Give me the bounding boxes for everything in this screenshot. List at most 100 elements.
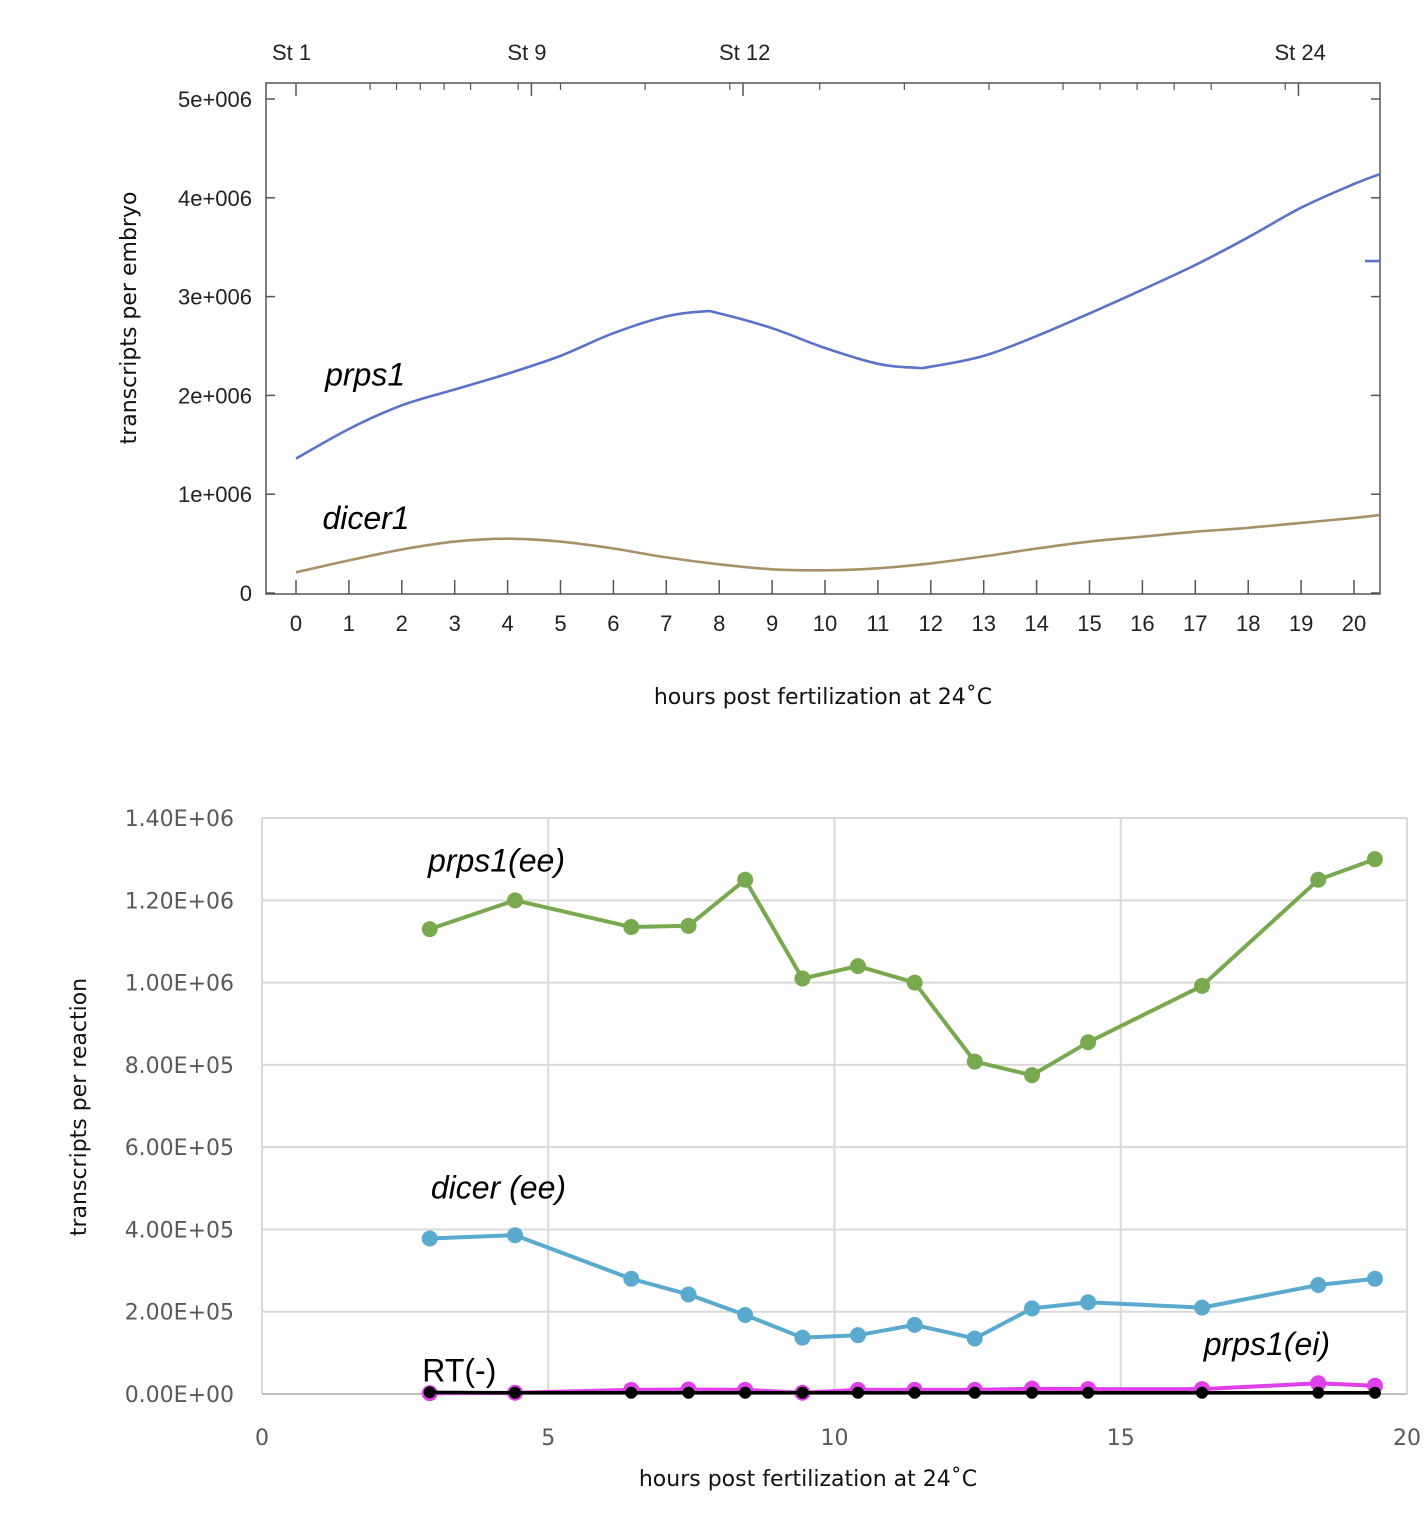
- top-y-axis-title: transcripts per embryo: [117, 192, 142, 445]
- y-tick-label: 0.00E+00: [125, 1383, 234, 1408]
- y-tick-label: 8.00E+05: [125, 1054, 234, 1079]
- x-tick-label: 20: [1393, 1426, 1421, 1451]
- y-tick-label: 1.00E+06: [125, 972, 234, 997]
- y-tick-label: 1.20E+06: [125, 889, 234, 914]
- y-tick-label: 1e+006: [178, 482, 252, 507]
- x-tick-label: 7: [660, 611, 672, 636]
- stage-label: St 12: [719, 40, 770, 65]
- y-tick-label: 2e+006: [178, 383, 252, 408]
- x-tick-label: 20: [1342, 611, 1366, 636]
- y-tick-label: 2.00E+05: [125, 1301, 234, 1326]
- x-tick-label: 19: [1289, 611, 1313, 636]
- series-line-dicer1: [295, 513, 1381, 574]
- data-point-prps1-ee: [623, 919, 640, 936]
- data-point-dicer-ee: [507, 1227, 524, 1244]
- x-tick-label: 10: [821, 1426, 849, 1451]
- bottom-chart: 0.00E+00 2.00E+05 4.00E+05 6.00E+05 8.00E+05…: [67, 807, 1421, 1492]
- data-point-rt: [1082, 1386, 1095, 1399]
- x-tick-label: 17: [1183, 611, 1207, 636]
- x-tick-label: 9: [766, 611, 778, 636]
- bottom-y-axis-title: transcripts per reaction: [67, 978, 92, 1236]
- data-point-rt: [1312, 1386, 1325, 1399]
- data-point-prps1-ee: [737, 871, 754, 888]
- stage-label: St 9: [507, 40, 546, 65]
- data-point-prps1-ee: [507, 892, 524, 909]
- data-point-dicer-ee: [623, 1270, 640, 1287]
- data-point-dicer-ee: [737, 1307, 754, 1324]
- y-tick-label: 0: [240, 581, 252, 606]
- data-point-dicer-ee: [1366, 1270, 1383, 1287]
- series-annotation: dicer (ee): [431, 1170, 566, 1206]
- bottom-grid: [261, 817, 1408, 1395]
- x-tick-label: 15: [1077, 611, 1101, 636]
- y-tick-label: 3e+006: [178, 285, 252, 310]
- series-line-prps1-ei: [429, 1381, 1375, 1396]
- data-point-dicer-ee: [1194, 1299, 1211, 1316]
- x-tick-label: 1: [343, 611, 355, 636]
- data-point-dicer-ee: [1024, 1300, 1041, 1317]
- series-line-dicer-ee: [429, 1233, 1376, 1341]
- bottom-series: [421, 851, 1383, 1402]
- x-tick-label: 8: [713, 611, 725, 636]
- data-point-prps1-ee: [906, 974, 923, 991]
- x-tick-label: 10: [813, 611, 837, 636]
- x-tick-label: 2: [396, 611, 408, 636]
- x-tick-label: 0: [290, 611, 302, 636]
- data-point-dicer-ee: [906, 1316, 923, 1333]
- data-point-dicer-ee: [1310, 1276, 1327, 1293]
- data-point-prps1-ee: [1194, 977, 1211, 994]
- x-tick-label: 18: [1236, 611, 1260, 636]
- data-point-rt: [739, 1386, 752, 1399]
- data-point-rt: [423, 1386, 436, 1399]
- x-tick-label: 15: [1107, 1426, 1135, 1451]
- bottom-y-axis: 0.00E+00 2.00E+05 4.00E+05 6.00E+05 8.00E+05…: [125, 807, 234, 1408]
- x-tick-label: 5: [541, 1426, 555, 1451]
- stage-label: St 24: [1274, 40, 1325, 65]
- top-x-axis-title: hours post fertilization at 24˚C: [654, 685, 992, 710]
- data-point-prps1-ee: [1024, 1067, 1041, 1084]
- y-tick-label: 4.00E+05: [125, 1218, 234, 1243]
- data-point-dicer-ee: [849, 1327, 866, 1344]
- data-point-prps1-ee: [1366, 851, 1383, 868]
- y-tick-label: 5e+006: [178, 87, 252, 112]
- data-point-rt: [1368, 1386, 1381, 1399]
- top-annotations: prps1 dicer1: [322, 357, 409, 536]
- data-point-prps1-ee: [1080, 1034, 1097, 1051]
- data-point-dicer-ee: [966, 1330, 983, 1347]
- data-point-rt: [968, 1386, 981, 1399]
- series-annotation: prps1: [324, 357, 405, 393]
- data-point-rt: [682, 1386, 695, 1399]
- series-annotation: prps1(ee): [427, 843, 565, 879]
- top-stage-axis: St 1 St 9 St 12 St 24: [272, 40, 1326, 96]
- top-y-axis: 0 1e+006 2e+006 3e+006 4e+006 5e+006: [178, 87, 1380, 606]
- data-point-rt: [796, 1386, 809, 1399]
- series-line-prps1-ee: [429, 857, 1376, 1078]
- data-point-dicer-ee: [680, 1286, 697, 1303]
- x-tick-label: 12: [919, 611, 943, 636]
- series-line-prps1: [295, 172, 1381, 460]
- x-tick-label: 4: [501, 611, 513, 636]
- x-tick-label: 16: [1130, 611, 1154, 636]
- data-point-rt: [851, 1386, 864, 1399]
- stage-label: St 1: [272, 40, 311, 65]
- bottom-x-axis-title: hours post fertilization at 24˚C: [639, 1467, 977, 1492]
- data-point-dicer-ee: [421, 1230, 438, 1247]
- y-tick-label: 6.00E+05: [125, 1136, 234, 1161]
- data-point-prps1-ee: [680, 917, 697, 934]
- data-point-prps1-ee: [421, 921, 438, 938]
- top-x-axis: 0 1 2 3 4 5 6 7 8 9 10 11 12 13 14 15 16 17 18 19 20: [290, 580, 1366, 636]
- x-tick-label: 11: [866, 611, 889, 636]
- data-point-rt: [1196, 1386, 1209, 1399]
- data-point-prps1-ee: [794, 970, 811, 987]
- x-tick-label: 6: [607, 611, 619, 636]
- data-point-rt: [509, 1386, 522, 1399]
- series-annotation: RT(-): [422, 1353, 496, 1389]
- data-point-rt: [908, 1386, 921, 1399]
- x-tick-label: 14: [1024, 611, 1048, 636]
- y-tick-label: 4e+006: [178, 186, 252, 211]
- data-point-rt: [625, 1386, 638, 1399]
- x-tick-label: 3: [449, 611, 461, 636]
- top-chart: St 1 St 9 St 12 St 24 0 1e+006 2e+006 3e+006 4e…: [117, 40, 1381, 710]
- data-point-prps1-ee: [849, 958, 866, 975]
